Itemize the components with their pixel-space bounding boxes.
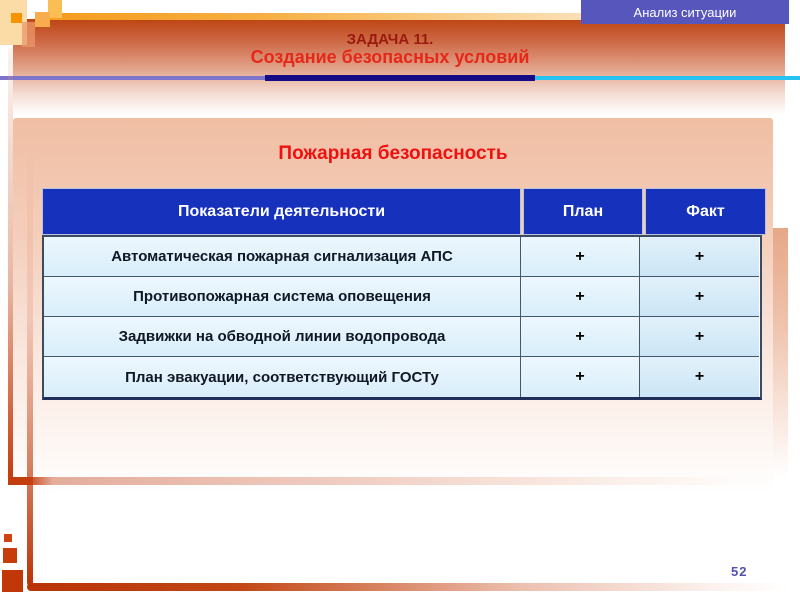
divider-segment-purple xyxy=(0,76,265,80)
table-row-plan-value: + xyxy=(521,237,640,277)
deco-thin-line-horizontal xyxy=(8,477,788,485)
table-row-plan-value: + xyxy=(521,317,640,357)
slide-title-line2: Создание безопасных условий xyxy=(250,47,530,67)
divider-segment-cyan xyxy=(535,76,800,80)
table-header-row: Показатели деятельности План Факт xyxy=(42,188,766,235)
table-row-label: Задвижки на обводной линии водопровода xyxy=(44,317,521,357)
table-row-fact-value: + xyxy=(640,357,759,397)
table-row-label: План эвакуации, соответствующий ГОСТу xyxy=(44,357,521,397)
section-badge-label: Анализ ситуации xyxy=(633,4,737,20)
table-body: Автоматическая пожарная сигнализация АПС… xyxy=(42,235,762,400)
panel-heading: Пожарная безопасность xyxy=(278,143,508,164)
deco-orange-square-top xyxy=(48,0,62,18)
table-row-label: Автоматическая пожарная сигнализация АПС xyxy=(44,237,521,277)
table-header-indicators: Показатели деятельности xyxy=(42,188,521,235)
page-number: 52 xyxy=(731,564,748,579)
table-row-fact-value: + xyxy=(640,237,759,277)
content-panel-right-strip xyxy=(773,228,788,478)
slide-title-block: ЗАДАЧА 11. Создание безопасных условий xyxy=(0,31,780,67)
deco-thin-line-vertical xyxy=(8,48,13,478)
slide-title-line1: ЗАДАЧА 11. xyxy=(346,31,434,48)
panel-red-border-left xyxy=(27,150,33,588)
table-row-label: Противопожарная система оповещения xyxy=(44,277,521,317)
deco-red-square-small xyxy=(4,534,12,542)
table-row-fact-value: + xyxy=(640,317,759,357)
table-header-plan: План xyxy=(523,188,643,235)
deco-red-square-large xyxy=(2,570,23,592)
table-header-fact: Факт xyxy=(645,188,766,235)
divider-segment-navy xyxy=(265,75,535,81)
top-orange-bar xyxy=(35,13,785,20)
deco-red-square-medium xyxy=(3,548,17,563)
table-row-plan-value: + xyxy=(521,357,640,397)
deco-orange-square-mid xyxy=(35,12,50,27)
title-gradient-band xyxy=(13,19,785,115)
section-badge: Анализ ситуации xyxy=(581,0,789,24)
table-row-plan-value: + xyxy=(521,277,640,317)
deco-orange-square-small xyxy=(11,13,22,23)
table-row-fact-value: + xyxy=(640,277,759,317)
panel-red-border-bottom xyxy=(27,583,789,591)
deco-salmon-strip xyxy=(22,22,35,47)
